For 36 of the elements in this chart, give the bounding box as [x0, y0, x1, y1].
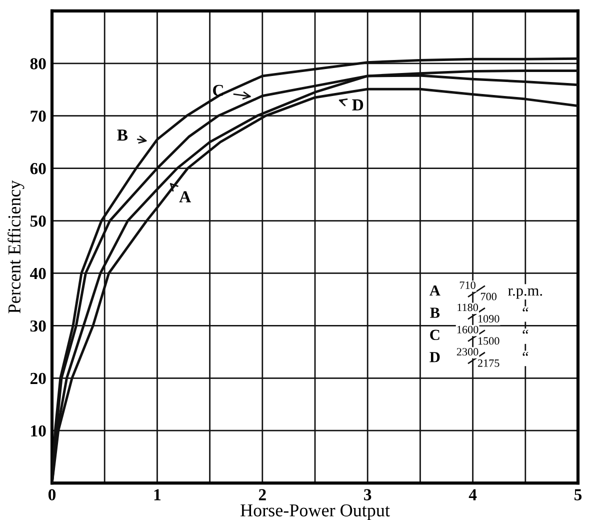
y-tick-label: 60: [30, 163, 46, 174]
annotation: A: [179, 191, 191, 202]
annotation: 710: [460, 281, 476, 289]
x-tick-label: 1: [154, 489, 161, 500]
annotation: C: [213, 84, 224, 96]
annotation: 1180: [458, 304, 478, 312]
annotation: “: [522, 352, 528, 356]
x-tick-label: 5: [574, 489, 582, 500]
annotation: 1600: [457, 326, 478, 334]
x-axis-title: Horse-Power Output: [240, 504, 390, 520]
x-tick-label: 2: [258, 489, 266, 500]
annotation: “: [522, 330, 528, 334]
annotation: 2175: [478, 359, 500, 367]
x-tick-label: 3: [364, 489, 372, 500]
annotation: D: [352, 99, 364, 110]
annotation: B: [117, 130, 128, 141]
annotation: 2300: [456, 348, 478, 356]
annotation: B: [430, 308, 440, 318]
x-tick-label: 4: [468, 489, 477, 500]
annotation: 1500: [478, 337, 500, 345]
annotation: r.p.m.: [508, 288, 542, 299]
annotation: A: [430, 285, 440, 296]
annotation: 1090: [478, 314, 500, 322]
annotation: C: [430, 330, 440, 340]
x-tick-label: 0: [48, 489, 56, 500]
y-tick-label: 80: [30, 58, 46, 70]
y-tick-label: 50: [30, 215, 46, 227]
annotation: “: [522, 308, 528, 312]
y-tick-label: 70: [30, 110, 46, 122]
annotation: 700: [480, 292, 496, 300]
y-tick-label: 30: [30, 320, 46, 332]
annotation: D: [430, 352, 440, 362]
y-tick-label: 10: [31, 425, 46, 437]
y-tick-label: 40: [30, 268, 46, 280]
y-tick-label: 20: [30, 372, 46, 384]
y-axis-title: Percent Efficiency: [8, 180, 24, 314]
